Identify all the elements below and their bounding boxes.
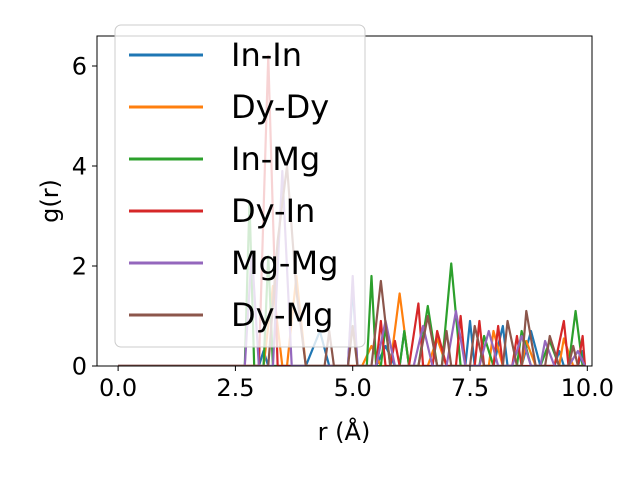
x-tick-label: 5.0 xyxy=(334,374,372,402)
y-axis: 0 2 4 6 xyxy=(72,53,97,381)
legend-label-in-in: In-In xyxy=(231,36,302,74)
y-tick-label: 2 xyxy=(72,253,87,281)
y-tick-label: 6 xyxy=(72,53,87,81)
legend-label-dy-mg: Dy-Mg xyxy=(231,296,333,334)
y-tick-label: 4 xyxy=(72,153,87,181)
x-tick-label: 10.0 xyxy=(561,374,614,402)
y-axis-label: g(r) xyxy=(36,179,64,223)
x-axis: 0.0 2.5 5.0 7.5 10.0 xyxy=(99,366,614,402)
x-tick-label: 0.0 xyxy=(99,374,137,402)
legend: In-In Dy-Dy In-Mg Dy-In Mg-Mg Dy-Mg xyxy=(114,24,366,348)
x-tick-label: 7.5 xyxy=(451,374,489,402)
y-tick-label: 0 xyxy=(72,353,87,381)
x-tick-label: 2.5 xyxy=(216,374,254,402)
legend-label-dy-dy: Dy-Dy xyxy=(231,88,329,126)
legend-label-in-mg: In-Mg xyxy=(231,140,320,178)
legend-label-dy-in: Dy-In xyxy=(231,192,315,230)
legend-label-mg-mg: Mg-Mg xyxy=(231,244,338,282)
x-axis-label: r (Å) xyxy=(318,417,371,446)
